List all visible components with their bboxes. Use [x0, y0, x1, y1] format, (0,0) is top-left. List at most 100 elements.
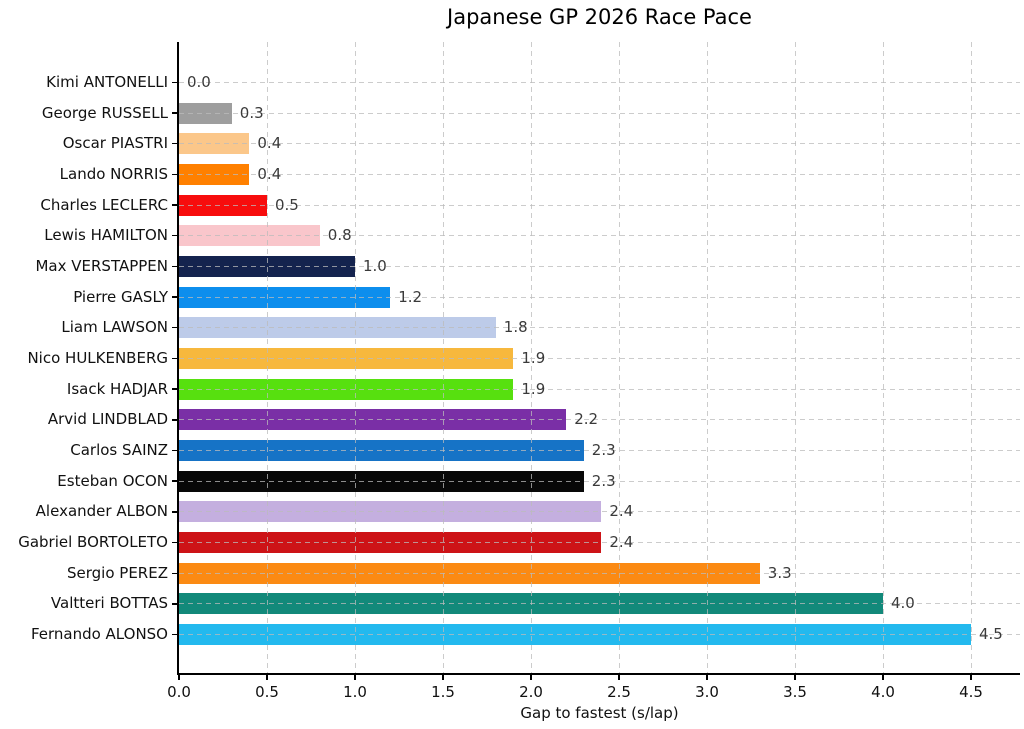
x-tick-label: 3.5: [783, 683, 807, 701]
x-axis-spine: [177, 673, 1020, 675]
x-axis-label: Gap to fastest (s/lap): [520, 704, 679, 722]
bar-value-label: 0.5: [275, 195, 299, 214]
grid-line-vertical: [619, 42, 620, 673]
y-tick-label-max-verstappen: Max VERSTAPPEN: [35, 256, 168, 275]
x-tick-label: 1.0: [343, 683, 367, 701]
bar-value-label: 3.3: [767, 563, 792, 582]
y-tick-label-lewis-hamilton: Lewis HAMILTON: [44, 226, 168, 245]
x-tick-mark: [178, 675, 180, 680]
bar-value-label: 1.8: [503, 318, 528, 337]
grid-line-vertical: [883, 42, 884, 673]
y-tick-mark: [172, 143, 177, 145]
grid-line-horizontal: [179, 450, 1020, 451]
chart-title: Japanese GP 2026 Race Pace: [447, 5, 752, 29]
grid-line-horizontal: [179, 357, 1020, 359]
grid-line-vertical: [707, 42, 708, 673]
y-tick-label-charles-leclerc: Charles LECLERC: [40, 195, 168, 214]
y-tick-label-isack-hadjar: Isack HADJAR: [66, 379, 168, 398]
y-tick-mark: [172, 327, 177, 329]
bar-value-label: 2.4: [609, 502, 634, 521]
y-tick-mark: [172, 357, 177, 360]
x-tick-label: 0.0: [167, 683, 191, 701]
bar-value-label: 2.2: [574, 410, 599, 429]
grid-line-vertical: [971, 42, 972, 673]
x-tick-label: 1.5: [431, 683, 455, 701]
y-tick-label-esteban-ocon: Esteban OCON: [57, 471, 168, 490]
x-tick-label: 2.0: [519, 683, 543, 701]
y-tick-mark: [172, 388, 177, 390]
y-tick-label-liam-lawson: Liam LAWSON: [61, 318, 168, 337]
y-tick-label-nico-hulkenberg: Nico HULKENBERG: [27, 348, 168, 367]
y-tick-mark: [172, 449, 177, 452]
grid-line-horizontal: [179, 112, 1020, 114]
bar-value-label: 4.0: [891, 594, 915, 613]
y-tick-mark: [172, 633, 177, 636]
bar-value-label: 1.0: [363, 256, 387, 275]
bar-value-label: 4.5: [979, 625, 1003, 644]
grid-line-horizontal: [179, 603, 1020, 605]
y-tick-label-carlos-sainz: Carlos SAINZ: [70, 441, 168, 459]
grid-line-vertical: [531, 42, 532, 673]
bar-value-label: 2.3: [591, 471, 616, 490]
y-tick-label-valtteri-bottas: Valtteri BOTTAS: [50, 594, 168, 613]
y-tick-mark: [172, 173, 177, 176]
y-tick-mark: [172, 112, 177, 114]
bar-value-label: 0.8: [327, 226, 352, 245]
bar-value-label: 0.4: [257, 164, 282, 183]
x-tick-mark: [442, 675, 444, 680]
grid-line-horizontal: [179, 419, 1020, 421]
y-tick-label-kimi-antonelli: Kimi ANTONELLI: [46, 72, 168, 91]
y-tick-label-lando-norris: Lando NORRIS: [59, 164, 168, 183]
bar-value-label: 1.9: [521, 348, 546, 367]
grid-line-horizontal: [179, 143, 1020, 145]
grid-line-horizontal: [179, 235, 1020, 237]
x-tick-mark: [530, 675, 532, 680]
grid-line-horizontal: [179, 327, 1020, 329]
y-tick-mark: [172, 511, 177, 513]
y-tick-label-alexander-albon: Alexander ALBON: [35, 502, 168, 521]
x-tick-label: 4.5: [959, 683, 983, 701]
y-tick-mark: [172, 296, 177, 298]
x-tick-mark: [970, 675, 972, 680]
bar-value-label: 1.2: [398, 287, 423, 306]
grid-line-horizontal: [179, 542, 1020, 544]
bar-value-label: 2.3: [591, 441, 616, 459]
y-tick-label-fernando-alonso: Fernando ALONSO: [30, 625, 168, 644]
y-tick-label-pierre-gasly: Pierre GASLY: [73, 287, 168, 306]
grid-line-horizontal: [179, 296, 1020, 298]
grid-line-horizontal: [179, 81, 1020, 83]
y-tick-mark: [172, 419, 177, 421]
x-tick-label: 2.5: [607, 683, 631, 701]
bar-value-label: 2.4: [609, 533, 634, 552]
bar-value-label: 0.3: [239, 103, 264, 122]
y-tick-mark: [172, 541, 177, 544]
grid-line-horizontal: [179, 634, 1020, 636]
y-tick-label-oscar-piastri: Oscar PIASTRI: [62, 134, 168, 153]
y-tick-label-sergio-perez: Sergio PEREZ: [67, 563, 168, 582]
x-tick-mark: [706, 675, 708, 680]
x-tick-mark: [618, 675, 620, 680]
grid-line-horizontal: [179, 511, 1020, 513]
grid-line-vertical: [267, 42, 268, 673]
y-tick-label-arvid-lindblad: Arvid LINDBLAD: [47, 410, 168, 429]
y-tick-mark: [172, 204, 177, 206]
y-tick-mark: [172, 480, 177, 482]
grid-line-vertical: [443, 42, 444, 673]
grid-line-vertical: [355, 42, 356, 673]
y-tick-label-george-russell: George RUSSELL: [41, 103, 168, 122]
grid-line-horizontal: [179, 388, 1020, 390]
grid-line-horizontal: [179, 204, 1020, 206]
grid-line-horizontal: [179, 265, 1020, 267]
x-tick-label: 0.5: [255, 683, 279, 701]
grid-line-vertical: [795, 42, 796, 673]
y-tick-mark: [172, 603, 177, 605]
plot-area: 0.0 0.3 0.4 0.4 0.5 0.8 1.0 1.2 1.8 1.9 1.9 2.2 2.3 2…: [179, 42, 1020, 673]
y-axis-spine: [177, 42, 179, 675]
x-tick-mark: [354, 675, 356, 680]
x-tick-label: 4.0: [871, 683, 895, 701]
y-tick-mark: [172, 265, 177, 268]
grid-line-horizontal: [179, 480, 1020, 482]
y-tick-mark: [172, 235, 177, 237]
bar-value-label: 0.4: [257, 134, 282, 153]
